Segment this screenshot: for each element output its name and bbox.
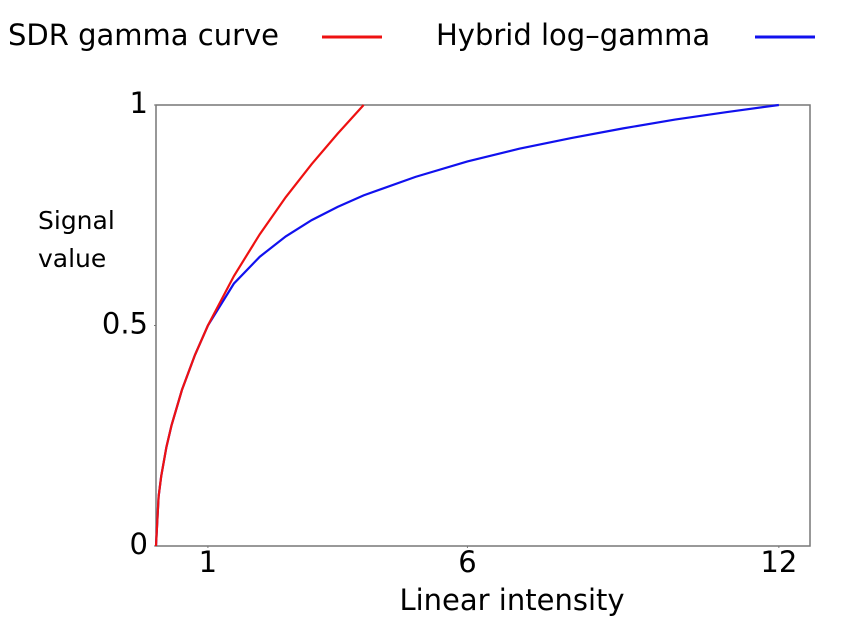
y-tick-label: 1 [130,86,148,120]
x-tick-label: 1 [199,545,217,579]
series-line [154,104,365,547]
y-tick-label: 0 [130,527,148,561]
legend-label: SDR gamma curve [8,18,279,52]
plot-frame [155,104,811,547]
legend-label: Hybrid log–gamma [436,18,710,52]
y-axis-label: Signal value [38,206,115,273]
series-line [154,103,780,547]
x-axis-label: Linear intensity [399,583,624,617]
x-tick-label: 12 [760,545,797,579]
x-tick-label: 6 [458,545,476,579]
y-tick-label: 0.5 [102,307,148,341]
